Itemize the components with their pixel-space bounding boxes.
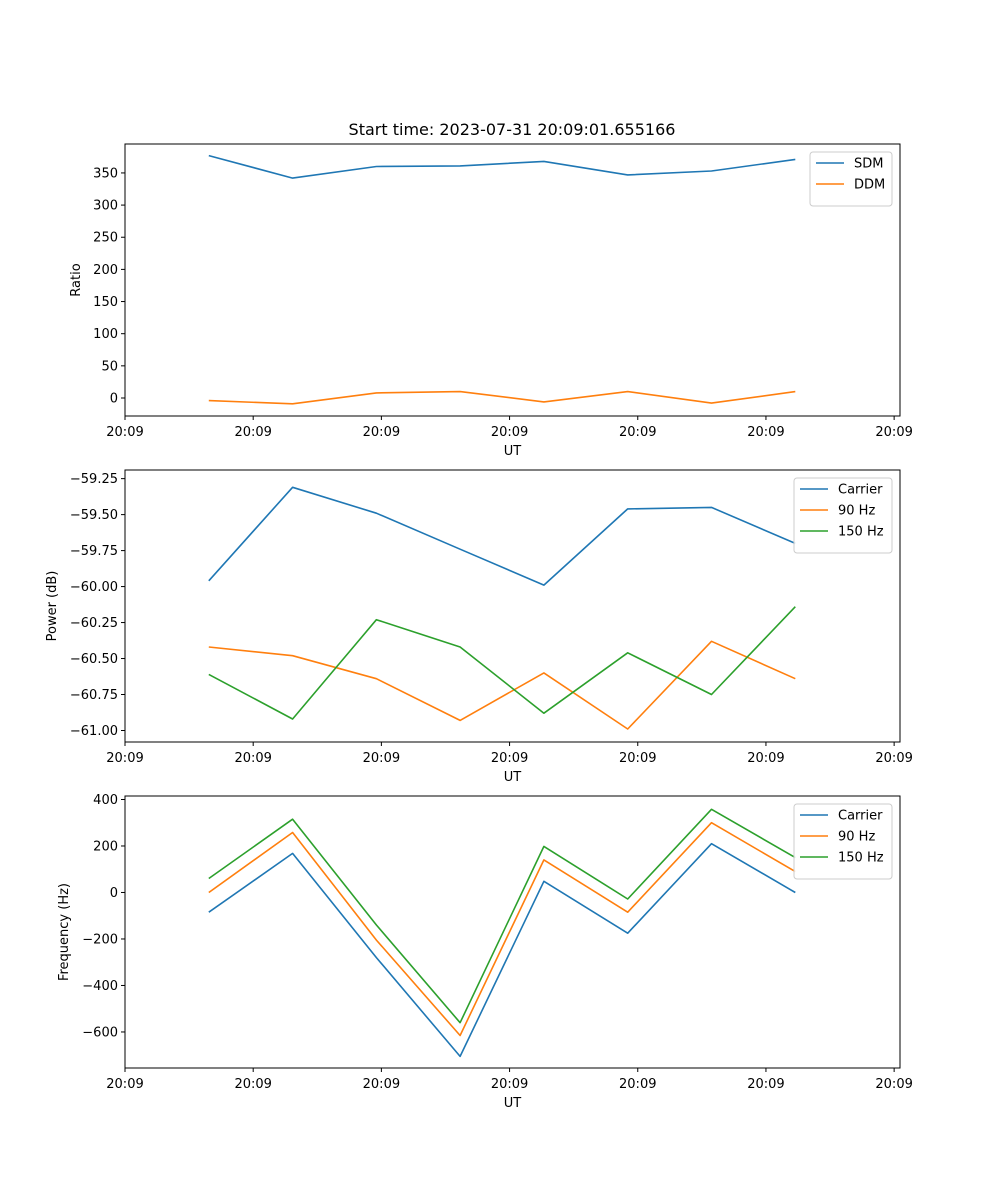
chart1-y-tick-label: −59.75: [70, 544, 118, 559]
chart2-x-tick-label: 20:09: [747, 1077, 784, 1092]
chart2-legend-label: 90 Hz: [838, 830, 875, 845]
chart2-legend: [793, 803, 893, 880]
chart0-y-tick-label: 250: [93, 231, 118, 246]
chart1-series-carrier: [208, 486, 796, 586]
chart1-axes-frame: [124, 469, 901, 743]
chart2-series-carrier: [208, 842, 796, 1058]
chart0-x-tick-label: 20:09: [234, 425, 271, 440]
chart0-axes-frame: [124, 143, 901, 417]
chart0-x-tick-label: 20:09: [619, 425, 656, 440]
chart0-x-tick-label: 20:09: [875, 425, 912, 440]
ratio-chart: 20:09 20:09 20:09 20:09 20:09 20:09 20:09 0 50 10…: [69, 143, 913, 459]
chart0-y-axis-label: Ratio: [69, 263, 84, 296]
chart1-series-90-hz: [208, 640, 796, 730]
chart0-x-tick-label: 20:09: [363, 425, 400, 440]
chart2-series-90-hz: [208, 821, 796, 1037]
chart1-x-tick-label: 20:09: [363, 751, 400, 766]
chart2-x-tick-label: 20:09: [875, 1077, 912, 1092]
chart2-y-tick-label: 200: [93, 839, 118, 854]
chart2-axes-frame: [124, 795, 901, 1069]
chart1-x-tick-label: 20:09: [491, 751, 528, 766]
chart2-series-150-hz: [208, 808, 796, 1024]
chart1-legend-label: 150 Hz: [838, 525, 884, 540]
chart2-x-tick-label: 20:09: [106, 1077, 143, 1092]
chart1-x-tick-label: 20:09: [875, 751, 912, 766]
chart1-legend: [793, 477, 893, 554]
chart1-y-tick-label: −60.00: [70, 580, 118, 595]
chart2-y-tick-label: 0: [110, 886, 118, 901]
chart0-y-tick-label: 100: [93, 327, 118, 342]
chart0-series-ddm: [208, 390, 796, 405]
chart2-y-tick-label: −200: [82, 932, 118, 947]
chart0-y-tick-label: 200: [93, 263, 118, 278]
chart1-y-tick-label: −61.00: [70, 724, 118, 739]
chart2-legend-label: Carrier: [838, 809, 883, 824]
chart1-x-axis-label: UT: [504, 770, 522, 785]
chart0-y-tick-label: 0: [110, 391, 118, 406]
chart0-x-tick-label: 20:09: [491, 425, 528, 440]
chart2-y-tick-label: 400: [93, 793, 118, 808]
chart0-x-axis-label: UT: [504, 444, 522, 459]
chart1-x-tick-label: 20:09: [619, 751, 656, 766]
chart1-x-tick-label: 20:09: [747, 751, 784, 766]
chart2-legend-label: 150 Hz: [838, 851, 884, 866]
chart2-x-tick-label: 20:09: [619, 1077, 656, 1092]
power-chart: 20:09 20:09 20:09 20:09 20:09 20:09 20:09 −61.0…: [45, 469, 913, 785]
chart1-y-axis-label: Power (dB): [45, 571, 60, 642]
chart2-y-tick-label: −400: [82, 979, 118, 994]
chart0-y-tick-label: 150: [93, 295, 118, 310]
chart1-y-tick-label: −59.50: [70, 508, 118, 523]
chart0-x-tick-label: 20:09: [747, 425, 784, 440]
chart2-x-tick-label: 20:09: [363, 1077, 400, 1092]
chart0-legend-label: SDM: [854, 157, 883, 172]
chart2-x-axis-label: UT: [504, 1096, 522, 1111]
chart0-series-sdm: [208, 154, 796, 179]
chart1-x-tick-label: 20:09: [234, 751, 271, 766]
chart2-x-tick-label: 20:09: [234, 1077, 271, 1092]
chart1-y-tick-label: −60.75: [70, 688, 118, 703]
chart1-y-tick-label: −59.25: [70, 472, 118, 487]
chart2-y-axis-label: Frequency (Hz): [57, 883, 72, 981]
chart1-y-tick-label: −60.25: [70, 616, 118, 631]
chart1-legend-label: 90 Hz: [838, 504, 875, 519]
chart1-series-150-hz: [208, 606, 796, 720]
frequency-chart: 20:09 20:09 20:09 20:09 20:09 20:09 20:09 −600 −…: [57, 793, 913, 1111]
chart1-legend-label: Carrier: [838, 483, 883, 498]
chart1-x-tick-label: 20:09: [106, 751, 143, 766]
figure-title: Start time: 2023-07-31 20:09:01.655166: [349, 120, 676, 139]
chart0-legend-label: DDM: [854, 178, 885, 193]
chart0-x-tick-label: 20:09: [106, 425, 143, 440]
chart0-y-tick-label: 50: [101, 359, 118, 374]
chart0-y-tick-label: 300: [93, 199, 118, 214]
chart0-y-tick-label: 350: [93, 166, 118, 181]
chart0-legend: [809, 151, 893, 207]
chart2-y-tick-label: −600: [82, 1025, 118, 1040]
chart2-x-tick-label: 20:09: [491, 1077, 528, 1092]
chart1-y-tick-label: −60.50: [70, 652, 118, 667]
